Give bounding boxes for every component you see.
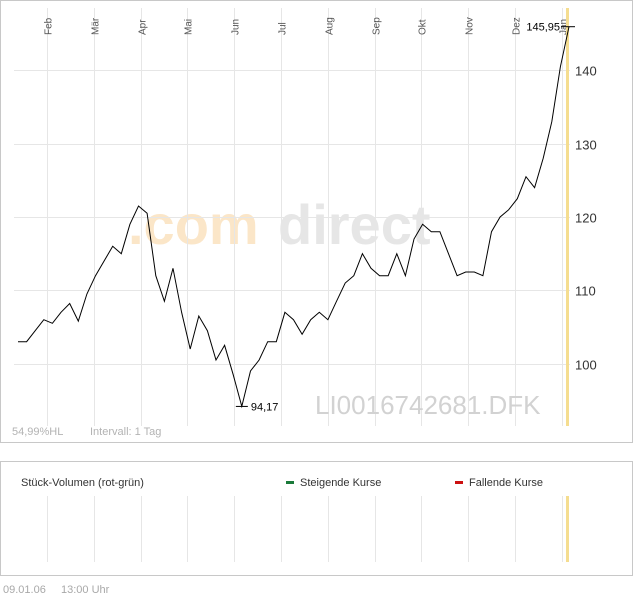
interval-label: Intervall: 1 Tag bbox=[90, 426, 161, 438]
y-tick-label: 130 bbox=[575, 138, 597, 153]
min-value-label: 94,17 bbox=[251, 401, 279, 413]
y-tick-label: 120 bbox=[575, 211, 597, 226]
stats-label: 54,99%HL bbox=[12, 426, 63, 438]
price-line bbox=[18, 26, 570, 409]
isin-label: LI0016742681.DFK bbox=[315, 390, 541, 420]
legend-falling-label: Fallende Kurse bbox=[469, 477, 543, 489]
max-value-label: 145,95 bbox=[526, 22, 560, 34]
month-label: Jun bbox=[231, 19, 242, 35]
volume-panel-frame bbox=[0, 461, 633, 576]
main-grid bbox=[14, 8, 570, 426]
footer-date: 09.01.06 bbox=[3, 584, 46, 596]
legend-falling-swatch bbox=[455, 481, 463, 484]
current-period-highlight bbox=[566, 8, 569, 426]
month-label: Apr bbox=[138, 19, 149, 35]
volume-title: Stück-Volumen (rot-grün) bbox=[21, 477, 144, 489]
month-label: Nov bbox=[465, 17, 476, 35]
y-tick-label: 110 bbox=[575, 284, 596, 299]
month-label: Okt bbox=[418, 19, 429, 35]
month-label: Feb bbox=[44, 17, 55, 35]
month-label: Jul bbox=[278, 22, 289, 35]
month-label: Mär bbox=[91, 17, 102, 35]
legend-rising-swatch bbox=[286, 481, 294, 484]
month-label: Aug bbox=[325, 17, 336, 35]
volume-period-highlight bbox=[566, 496, 569, 562]
volume-grid bbox=[47, 496, 563, 562]
y-axis-ticks: 100 110 120 130 140 bbox=[575, 64, 597, 373]
legend-rising-label: Steigende Kurse bbox=[300, 477, 381, 489]
price-annotations: 94,17 145,95 bbox=[235, 22, 575, 413]
y-tick-label: 100 bbox=[575, 358, 597, 373]
watermark-com: .com bbox=[128, 193, 259, 256]
month-label: Dez bbox=[512, 17, 523, 35]
watermark-direct: direct bbox=[278, 193, 431, 256]
month-label: Sep bbox=[372, 17, 383, 35]
main-panel-frame bbox=[0, 0, 633, 443]
month-label: Mai bbox=[184, 19, 195, 35]
y-tick-label: 140 bbox=[575, 64, 597, 79]
footer-time: 13:00 Uhr bbox=[61, 584, 110, 596]
